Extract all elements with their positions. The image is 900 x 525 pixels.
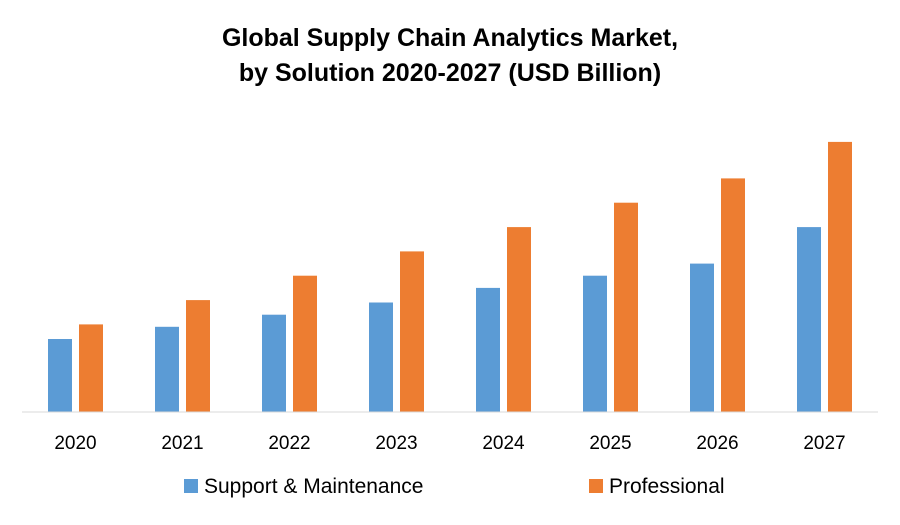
x-tick-label: 2026	[696, 433, 738, 454]
bar-professional-2021	[186, 300, 210, 412]
bar-support-maintenance-2021	[155, 326, 179, 412]
legend: Support & Maintenance Professional	[184, 475, 725, 498]
x-tick-label: 2021	[161, 433, 203, 454]
bar-support-maintenance-2026	[690, 263, 714, 412]
bar-support-maintenance-2020	[48, 339, 72, 412]
x-tick-label: 2027	[803, 433, 845, 454]
x-tick-label: 2023	[375, 433, 417, 454]
bar-professional-2022	[293, 275, 317, 412]
bar-professional-2026	[721, 178, 745, 412]
legend-label-professional: Professional	[609, 475, 725, 498]
bar-professional-2025	[614, 202, 638, 412]
x-tick-label: 2025	[589, 433, 631, 454]
legend-swatch-support-maintenance	[184, 479, 198, 493]
bar-support-maintenance-2025	[583, 275, 607, 412]
x-tick-label: 2022	[268, 433, 310, 454]
bar-professional-2023	[400, 251, 424, 412]
bar-support-maintenance-2023	[369, 302, 393, 412]
bar-professional-2024	[507, 227, 531, 412]
x-tick-labels: 2020 2021 2022 2023 2024 2025 2026 2027	[54, 433, 845, 454]
legend-swatch-professional	[589, 479, 603, 493]
chart-title: Global Supply Chain Analytics Market,	[222, 24, 678, 52]
bar-support-maintenance-2027	[797, 227, 821, 412]
bar-professional-2020	[79, 324, 103, 412]
legend-label-support-maintenance: Support & Maintenance	[204, 475, 423, 498]
x-tick-label: 2024	[482, 433, 525, 454]
bar-support-maintenance-2022	[262, 314, 286, 412]
x-tick-label: 2020	[54, 433, 96, 454]
bar-professional-2027	[828, 141, 852, 412]
bar-support-maintenance-2024	[476, 287, 500, 412]
bars-group	[48, 141, 852, 412]
chart-subtitle: by Solution 2020-2027 (USD Billion)	[239, 59, 661, 87]
